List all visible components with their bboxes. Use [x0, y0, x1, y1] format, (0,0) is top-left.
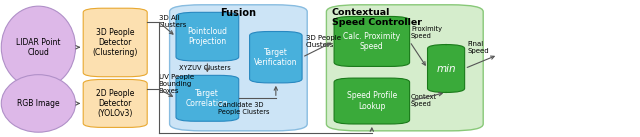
FancyBboxPatch shape [170, 5, 307, 131]
Ellipse shape [1, 6, 76, 88]
Ellipse shape [1, 75, 76, 132]
Text: RGB Image: RGB Image [17, 99, 60, 108]
FancyBboxPatch shape [428, 45, 465, 92]
FancyBboxPatch shape [326, 5, 483, 131]
Text: Candidate 3D
People Clusters: Candidate 3D People Clusters [218, 102, 269, 115]
Text: Proximity
Speed: Proximity Speed [411, 26, 442, 39]
Text: 3D People
Detector
(Clustering): 3D People Detector (Clustering) [93, 28, 138, 57]
FancyBboxPatch shape [176, 12, 239, 61]
Text: Target
Correlation: Target Correlation [186, 89, 228, 108]
Text: Speed Profile
Lookup: Speed Profile Lookup [347, 91, 397, 111]
Text: Contextual
Speed Controller: Contextual Speed Controller [332, 8, 422, 27]
Text: Final
Speed: Final Speed [467, 42, 489, 54]
Text: 3D All
Clusters: 3D All Clusters [159, 15, 187, 28]
Text: 2D People
Detector
(YOLOv3): 2D People Detector (YOLOv3) [96, 89, 134, 118]
Text: LIDAR Point
Cloud: LIDAR Point Cloud [16, 38, 61, 57]
Text: Fusion: Fusion [220, 8, 256, 18]
Text: min: min [436, 64, 456, 73]
Text: Calc. Proximity
Speed: Calc. Proximity Speed [343, 32, 401, 51]
FancyBboxPatch shape [176, 75, 239, 121]
Text: 3D People
Clusters: 3D People Clusters [306, 35, 341, 48]
Text: Target
Verification: Target Verification [254, 48, 298, 67]
Text: UV People
Bounding
Boxes: UV People Bounding Boxes [159, 74, 194, 94]
FancyBboxPatch shape [334, 16, 410, 66]
FancyBboxPatch shape [83, 79, 147, 127]
FancyBboxPatch shape [250, 32, 302, 83]
Text: Context
Speed: Context Speed [411, 94, 437, 106]
Text: XYZUV Clusters: XYZUV Clusters [179, 65, 231, 71]
FancyBboxPatch shape [334, 78, 410, 124]
Text: Pointcloud
Projection: Pointcloud Projection [188, 27, 227, 46]
FancyBboxPatch shape [83, 8, 147, 77]
